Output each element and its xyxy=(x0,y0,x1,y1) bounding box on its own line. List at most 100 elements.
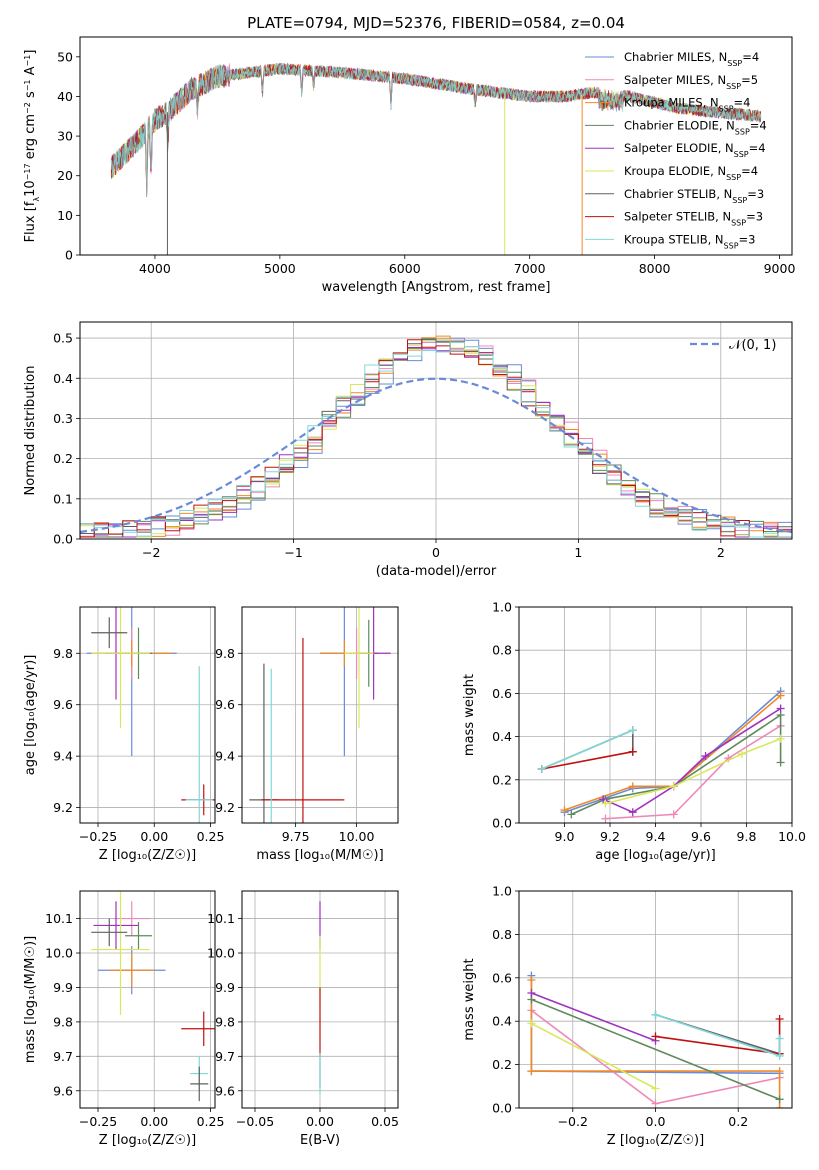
weight_vs_age-xtick-label: 10.0 xyxy=(778,829,806,844)
weight_vs_age-marker-salpeter_elodie xyxy=(701,752,710,761)
spectrum-axes: 4000 5000 6000 7000 8000 9000 0 10 20 30 40 50 wavel… xyxy=(57,49,795,295)
weight_vs_Z-marker-kroupa_elodie xyxy=(651,1084,660,1093)
mass_vs_Z-xlabel: Z [log₁₀(Z/Z☉)] xyxy=(99,1133,196,1148)
spectrum-ylabel-part: ] xyxy=(23,50,38,55)
spectrum-ylabel-part: 10 xyxy=(23,180,38,197)
residuals-legend-label: 𝒩(0, 1) xyxy=(729,338,776,353)
age_vs_mass-axes: 9.75 10.00 9.2 9.4 9.6 9.8 mass [log₁₀(M/M☉)] xyxy=(215,607,398,863)
spectrum-xtick-label: 5000 xyxy=(264,261,296,276)
age_vs_mass-ytick-label: 9.2 xyxy=(215,800,235,815)
residuals-ylabel: Normed distribution xyxy=(23,366,38,496)
spectrum-ylabel-part: erg cm xyxy=(23,114,38,163)
spectrum-plot-area xyxy=(110,62,762,255)
weight_vs_Z-marker-kroupa_miles xyxy=(527,1067,536,1076)
mass_vs_Z-axes: −0.25 0.00 0.25 9.6 9.7 9.8 9.9 10.0 10.1 Z [log₁… xyxy=(23,891,224,1148)
weight_vs_age-marker-salpeter_elodie xyxy=(776,704,785,713)
weight_vs_Z-marker-salpeter_miles xyxy=(651,1099,660,1108)
spectrum-frame xyxy=(79,36,793,256)
spectrum-xtick-label: 4000 xyxy=(139,261,171,276)
weight_vs_Z-frame xyxy=(518,890,793,1109)
weight_vs_Z-xtick-label: −0.2 xyxy=(558,1114,588,1129)
mass_vs_ebv-xtick-label: 0.00 xyxy=(306,1114,334,1129)
mass_vs_Z-plot-area xyxy=(91,891,215,1102)
spectrum-ylabel-part: λ xyxy=(32,197,41,202)
spectrum-ytick-label: 40 xyxy=(57,89,73,104)
weight_vs_Z-xtick-label: 0.2 xyxy=(728,1114,748,1129)
age_vs_Z-ytick-label: 9.2 xyxy=(53,800,73,815)
mass_vs_ebv-ytick-label: 9.9 xyxy=(215,980,235,995)
spectrum-ylabel-part: A xyxy=(23,66,38,79)
spectrum-ylabel-part: −1 xyxy=(23,55,32,67)
spectrum-ylabel-part: −17 xyxy=(23,163,32,180)
age_vs_Z-ytick-label: 9.8 xyxy=(53,646,73,661)
age_vs_Z-axes: −0.25 0.00 0.25 9.2 9.4 9.6 9.8 Z [log₁₀(Z/Z☉)]… xyxy=(23,607,224,863)
weight_vs_Z-line-kroupa_elodie xyxy=(531,1022,656,1090)
spectrum-ytick-label: 10 xyxy=(57,208,73,223)
weight_vs_Z-ylabel: mass weight xyxy=(462,958,477,1040)
age_vs_mass-plot-area xyxy=(249,607,391,823)
residuals-xtick-label: −2 xyxy=(142,545,160,560)
spectrum-ytick-label: 30 xyxy=(57,129,73,144)
weight_vs_age-line-kroupa_elodie xyxy=(605,738,781,805)
spectrum-legend-label-chabrier_miles: Chabrier MILES, NSSP=4 xyxy=(624,50,759,68)
weight_vs_Z-xlabel: Z [log₁₀(Z/Z☉)] xyxy=(607,1133,704,1148)
residuals-ytick-label: 0.0 xyxy=(53,532,73,547)
spectrum-legend-label-kroupa_miles: Kroupa MILES, NSSP=4 xyxy=(624,96,750,114)
weight_vs_age-frame xyxy=(518,606,793,824)
weight_vs_age-marker-salpeter_elodie xyxy=(628,808,637,817)
spectrum-legend-label-kroupa_elodie: Kroupa ELODIE, NSSP=4 xyxy=(624,164,758,182)
spectrum-legend-label-chabrier_stelib: Chabrier STELIB, NSSP=3 xyxy=(624,187,764,205)
age_vs_mass-ytick-label: 9.6 xyxy=(215,697,235,712)
weight_vs_age-marker-kroupa_elodie xyxy=(601,799,610,808)
spectrum-ytick-label: 0 xyxy=(65,248,73,263)
spectrum-ylabel-part: −2 xyxy=(23,102,32,114)
mass_vs_ebv-frame xyxy=(241,890,399,1109)
spectrum-xtick-label: 9000 xyxy=(764,261,796,276)
weight_vs_age-line-salpeter_miles xyxy=(605,725,782,820)
age_vs_mass-frame xyxy=(241,606,399,824)
spectrum-xtick-label: 7000 xyxy=(514,261,546,276)
mass_vs_ebv-xlabel: E(B-V) xyxy=(300,1133,340,1148)
weight_vs_Z-marker-salpeter_elodie xyxy=(527,988,536,997)
weight_vs_age-line-chabrier_miles xyxy=(564,690,782,813)
spectrum-legend-label-kroupa_stelib: Kroupa STELIB, NSSP=3 xyxy=(624,232,755,250)
age_vs_Z-xtick-label: −0.25 xyxy=(79,829,117,844)
mass_vs_ebv-ytick-label: 9.7 xyxy=(215,1049,235,1064)
weight_vs_Z-marker-kroupa_miles xyxy=(775,1104,784,1108)
residuals-xlabel: (data-model)/error xyxy=(376,564,497,579)
spectrum-ylabel-part: Flux [f xyxy=(23,201,38,242)
residuals-xtick-label: 0 xyxy=(432,545,440,560)
weight_vs_age-xtick-label: 9.2 xyxy=(600,829,620,844)
residuals-hist-kroupa_stelib xyxy=(80,341,792,538)
age_vs_Z-plot-area xyxy=(86,607,215,823)
spectrum-xlabel: wavelength [Angstrom, rest frame] xyxy=(322,280,551,295)
age_vs_Z-xtick-label: 0.25 xyxy=(197,829,225,844)
weight_vs_Z-marker-salpeter_stelib xyxy=(775,1015,784,1024)
weight_vs_Z-line-salpeter_elodie xyxy=(531,992,656,1042)
spectrum-legend-label-salpeter_stelib: Salpeter STELIB, NSSP=3 xyxy=(624,210,763,228)
weight_vs_age-line-kroupa_miles xyxy=(564,694,782,811)
weight_vs_Z-marker-kroupa_elodie xyxy=(527,1019,536,1028)
mass_vs_Z-xtick-label: −0.25 xyxy=(79,1114,117,1129)
age_vs_mass-xtick-label: 9.75 xyxy=(282,829,310,844)
mass_vs_ebv-ytick-label: 9.6 xyxy=(215,1083,235,1098)
weight_vs_age-marker-kroupa_stelib xyxy=(628,726,637,735)
residuals-ytick-label: 0.4 xyxy=(53,371,73,386)
weight_vs_age-marker-kroupa_elodie xyxy=(737,749,746,758)
weight_vs_age-marker-chabrier_elodie xyxy=(567,810,576,819)
mass_vs_Z-ytick-label: 9.9 xyxy=(53,980,73,995)
weight_vs_age-xtick-label: 9.0 xyxy=(555,829,575,844)
residuals-frame xyxy=(79,321,793,540)
weight_vs_age-marker-kroupa_miles xyxy=(628,782,637,791)
residuals-xtick-label: −1 xyxy=(284,545,302,560)
mass_vs_Z-ytick-label: 10.1 xyxy=(45,911,73,926)
weight_vs_age-marker-salpeter_miles xyxy=(669,810,678,819)
weight_vs_age-ylabel: mass weight xyxy=(462,674,477,756)
residuals-normal-curve xyxy=(80,377,792,534)
residuals-plot-area xyxy=(80,335,792,538)
spectrum-xtick-label: 8000 xyxy=(639,261,671,276)
spectrum-ylabel-part: s xyxy=(23,91,38,102)
age_vs_mass-ytick-label: 9.8 xyxy=(215,646,235,661)
weight_vs_Z-ytick-label: 0.0 xyxy=(492,1101,512,1116)
